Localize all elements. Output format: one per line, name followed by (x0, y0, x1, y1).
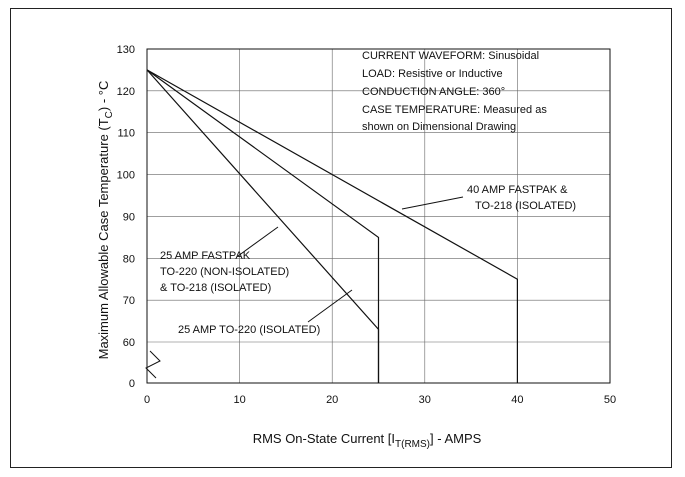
chart-frame (10, 8, 672, 468)
x-tick-label: 20 (326, 394, 338, 406)
x-axis-label: RMS On-State Current [IT(RMS)] - AMPS (253, 431, 482, 450)
y-tick-label: 90 (123, 211, 135, 223)
x-tick-label: 30 (419, 394, 431, 406)
series-label-25amp-fastpak: 25 AMP FASTPAK TO-220 (NON-ISOLATED) & T… (160, 226, 289, 294)
axis-break-symbol (145, 350, 161, 379)
note-line: CASE TEMPERATURE: Measured as (362, 104, 547, 116)
notes-box: CURRENT WAVEFORM: Sinusoidal LOAD: Resis… (362, 50, 547, 133)
series-label-line: 25 AMP TO-220 (ISOLATED) (178, 324, 320, 336)
series-label-line: TO-218 (ISOLATED) (475, 200, 576, 212)
y-tick-label: 120 (117, 86, 135, 98)
tick-labels: 0 10 20 30 40 50 130 120 110 100 90 80 70 60 0 (117, 44, 616, 406)
series-label-40amp: 40 AMP FASTPAK & TO-218 (ISOLATED) (401, 184, 576, 212)
series-line (146, 69, 519, 383)
note-line: shown on Dimensional Drawing (362, 121, 516, 133)
y-axis-label: Maximum Allowable Case Temperature (TC) … (96, 81, 115, 360)
series-label-line: 40 AMP FASTPAK & (467, 184, 568, 196)
y-tick-label: 60 (123, 337, 135, 349)
x-tick-label: 50 (604, 394, 616, 406)
x-tick-label: 0 (144, 394, 150, 406)
y-tick-label: 110 (117, 128, 135, 140)
x-tick-label: 40 (511, 394, 523, 406)
y-tick-label: 80 (123, 253, 135, 265)
series-label-line: & TO-218 (ISOLATED) (160, 282, 271, 294)
y-tick-label: 130 (117, 44, 135, 56)
series-label-line: 25 AMP FASTPAK (160, 250, 251, 262)
y-tick-label: 70 (123, 295, 135, 307)
series-label-line: TO-220 (NON-ISOLATED) (160, 266, 289, 278)
series-label-leader (307, 289, 353, 323)
note-line: LOAD: Resistive or Inductive (362, 68, 503, 80)
y-tick-label: 100 (117, 170, 135, 182)
series-label-leader (237, 226, 279, 257)
x-tick-label: 10 (233, 394, 245, 406)
series-label-leader (401, 196, 464, 210)
plot-border (146, 48, 611, 384)
note-line: CURRENT WAVEFORM: Sinusoidal (362, 50, 539, 62)
series-lines (146, 69, 519, 383)
series-line (146, 69, 380, 383)
series-label-25amp-to220: 25 AMP TO-220 (ISOLATED) (178, 289, 353, 336)
y-tick-label: 0 (129, 378, 135, 390)
note-line: CONDUCTION ANGLE: 360° (362, 86, 505, 98)
series-line (146, 69, 380, 383)
